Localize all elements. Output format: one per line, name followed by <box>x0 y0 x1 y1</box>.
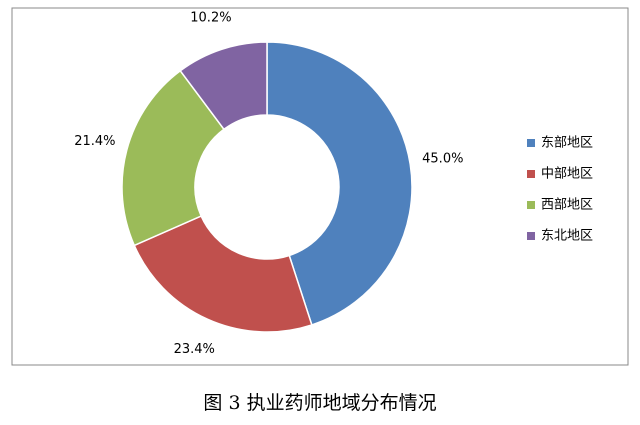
legend-swatch <box>527 139 535 147</box>
legend-label: 东部地区 <box>541 136 593 151</box>
donut-segment <box>266 41 413 326</box>
data-label: 21.4% <box>74 134 115 149</box>
data-label: 45.0% <box>422 152 463 167</box>
legend-swatch <box>527 232 535 240</box>
legend-label: 中部地区 <box>541 167 593 182</box>
legend-swatch <box>527 170 535 178</box>
chart-title: 图 3 执业药师地域分布情况 <box>203 392 436 414</box>
donut-segment <box>179 41 268 131</box>
legend-label: 西部地区 <box>541 198 593 213</box>
legend-swatch <box>527 201 535 209</box>
donut-segment <box>133 215 313 333</box>
legend-label: 东北地区 <box>541 229 593 244</box>
donut-segment <box>121 69 226 247</box>
data-label: 10.2% <box>190 11 231 26</box>
data-label: 23.4% <box>174 342 215 357</box>
